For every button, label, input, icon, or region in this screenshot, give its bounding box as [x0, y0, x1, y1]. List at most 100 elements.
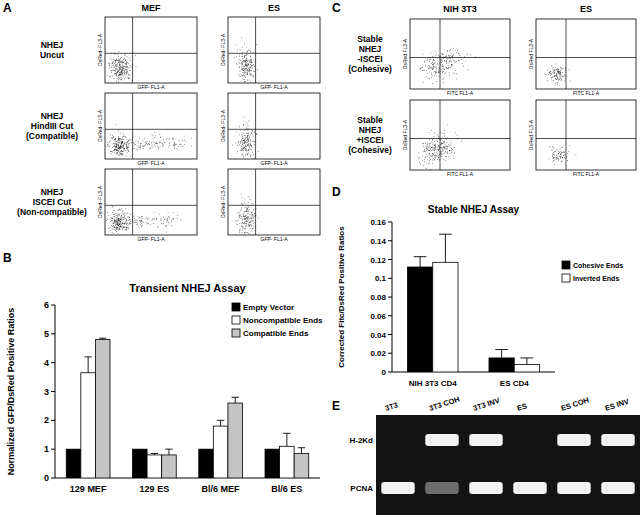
flow-dot: [124, 223, 126, 225]
flow-dot: [123, 71, 125, 73]
flow-dot: [115, 148, 117, 150]
flow-dot: [558, 72, 560, 74]
flow-dot: [245, 64, 247, 66]
flow-dot: [243, 144, 245, 146]
flow-dot: [120, 146, 122, 148]
flow-dot: [126, 65, 128, 67]
flow-dot: [557, 78, 559, 80]
flow-dot: [152, 135, 154, 137]
flow-dot: [557, 76, 559, 78]
flow-dot: [245, 68, 247, 70]
flow-dot: [447, 51, 449, 53]
flow-dot: [141, 216, 143, 218]
flow-dot: [246, 68, 248, 70]
flow-dot: [127, 146, 129, 148]
flow-dot: [144, 144, 146, 146]
row-label: NHEJ: [359, 125, 382, 135]
flow-dot: [162, 220, 164, 222]
flow-dot: [441, 60, 443, 62]
flow-dot: [250, 72, 252, 74]
flow-dot: [442, 58, 444, 60]
flow-dot: [113, 146, 115, 148]
flow-dot: [125, 213, 127, 215]
flow-dot: [122, 147, 124, 149]
flow-dot: [251, 214, 253, 216]
flow-dot: [443, 71, 445, 73]
flow-dot: [251, 217, 253, 219]
flow-dot: [120, 66, 122, 68]
flow-dot: [120, 219, 122, 221]
flow-dot: [425, 64, 427, 66]
gate-line: [255, 169, 256, 235]
flow-dot: [458, 59, 460, 61]
flow-dot: [116, 221, 118, 223]
flow-dot: [435, 143, 437, 145]
flow-dot: [451, 65, 453, 67]
flow-x-label: GFP- FL1-A: [261, 84, 289, 90]
flow-dot: [122, 149, 124, 151]
flow-dot: [252, 135, 254, 137]
flow-dot: [126, 69, 128, 71]
flow-dot: [242, 66, 244, 68]
flow-dot: [123, 226, 125, 228]
flow-dot: [134, 144, 136, 146]
flow-dot: [449, 146, 451, 148]
flow-dot: [245, 57, 247, 59]
flow-dot: [119, 222, 121, 224]
flow-dot: [157, 148, 159, 150]
flow-dot: [461, 63, 463, 65]
flow-x-label: GFP- FL1-A: [138, 236, 166, 242]
flow-dot: [170, 219, 172, 221]
flow-dot: [244, 68, 246, 70]
flow-dot: [561, 67, 563, 69]
flow-dot: [171, 221, 173, 223]
flow-dot: [245, 54, 247, 56]
flow-dot: [173, 142, 175, 144]
flow-dot: [125, 155, 127, 157]
flow-dot: [448, 144, 450, 146]
flow-dot: [146, 142, 148, 144]
flow-dot: [114, 139, 116, 141]
flow-dot: [449, 60, 451, 62]
flow-dot: [158, 141, 160, 143]
flow-dot: [243, 142, 245, 144]
panel-letter: E: [332, 399, 340, 413]
flow-dot: [115, 68, 117, 70]
flow-dot: [245, 75, 247, 77]
flow-dot: [423, 151, 425, 153]
flow-dot: [246, 54, 248, 56]
flow-dot: [232, 144, 234, 146]
flow-dot: [446, 61, 448, 63]
flow-dot: [121, 61, 123, 63]
flow-dot: [178, 143, 180, 145]
flow-dot: [114, 73, 116, 75]
flow-dot: [120, 79, 122, 81]
flow-frame: [228, 93, 320, 159]
flow-dot: [250, 218, 252, 220]
row-label: ISCEI Cut: [33, 197, 72, 207]
flow-dot: [123, 148, 125, 150]
flow-dot: [121, 68, 123, 70]
flow-dot: [128, 223, 130, 225]
flow-dot: [557, 79, 559, 81]
flow-dot: [550, 70, 552, 72]
flow-dot: [253, 215, 255, 217]
flow-dot: [111, 62, 113, 64]
flow-dot: [108, 145, 110, 147]
flow-dot: [248, 70, 250, 72]
flow-dot: [119, 218, 121, 220]
flow-dot: [121, 142, 123, 144]
flow-dot: [118, 138, 120, 140]
flow-dot: [168, 142, 170, 144]
flow-dot: [452, 73, 454, 75]
flow-dot: [558, 72, 560, 74]
flow-dot: [124, 60, 126, 62]
flow-dot: [247, 223, 249, 225]
flow-dot: [126, 56, 128, 58]
flow-dot: [452, 55, 454, 57]
flow-dot: [119, 69, 121, 71]
flow-dot: [120, 142, 122, 144]
flow-dot: [122, 62, 124, 64]
flow-dot: [554, 72, 556, 74]
flow-dot: [247, 150, 249, 152]
